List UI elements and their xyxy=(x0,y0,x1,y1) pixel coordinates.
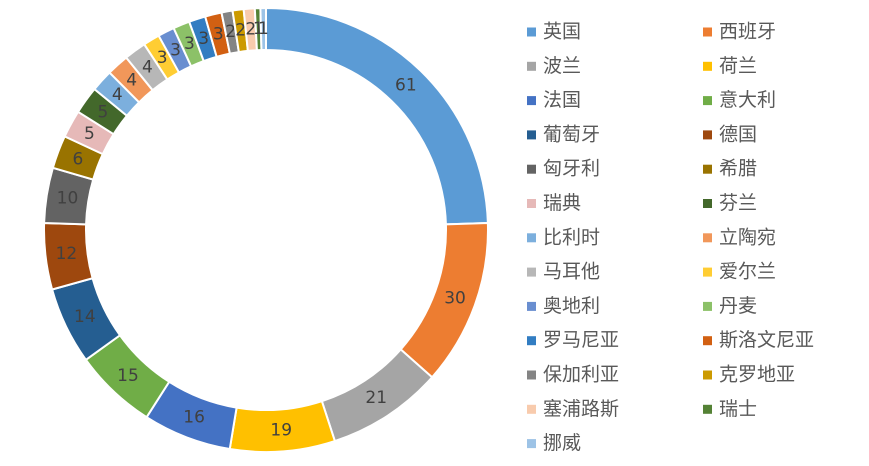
data-label: 3 xyxy=(184,34,195,54)
data-label: 1 xyxy=(253,19,264,39)
legend-label: 立陶宛 xyxy=(719,226,776,248)
legend-swatch xyxy=(703,164,712,174)
legend-label: 匈牙利 xyxy=(543,158,600,180)
data-label: 5 xyxy=(98,102,109,122)
legend-swatch xyxy=(703,301,712,311)
legend-swatch xyxy=(703,267,712,277)
legend-swatch xyxy=(703,96,712,106)
legend-swatch xyxy=(527,199,536,208)
legend-swatch xyxy=(703,130,712,140)
legend-swatch xyxy=(703,61,712,71)
legend-swatch xyxy=(527,233,536,243)
legend-swatch xyxy=(527,164,536,174)
legend-label: 意大利 xyxy=(719,89,776,111)
data-label: 21 xyxy=(365,388,387,408)
legend-label: 西班牙 xyxy=(719,21,776,43)
data-label: 61 xyxy=(395,76,417,96)
legend-label: 瑞典 xyxy=(543,192,581,214)
legend-swatch xyxy=(703,404,712,414)
legend-label: 克罗地亚 xyxy=(719,364,795,386)
data-label: 14 xyxy=(74,307,96,327)
data-label: 2 xyxy=(225,22,236,42)
legend-swatch xyxy=(527,27,536,37)
legend-label: 英国 xyxy=(543,21,581,43)
data-label: 3 xyxy=(213,25,224,45)
legend-label: 塞浦路斯 xyxy=(543,398,619,420)
legend-label: 葡萄牙 xyxy=(543,123,600,145)
legend-label: 斯洛文尼亚 xyxy=(719,329,814,351)
legend-swatch xyxy=(703,199,712,208)
slice xyxy=(265,6,489,226)
legend-swatch xyxy=(527,267,536,277)
legend-label: 比利时 xyxy=(543,226,600,248)
data-label: 3 xyxy=(198,29,209,49)
data-label: 4 xyxy=(142,58,153,78)
data-label: 12 xyxy=(56,244,78,264)
legend-label: 马耳他 xyxy=(543,261,600,283)
legend-swatch xyxy=(703,27,712,37)
legend-label: 瑞士 xyxy=(719,398,757,420)
data-label: 2 xyxy=(235,21,246,41)
legend-label: 奥地利 xyxy=(543,295,600,317)
legend-swatch xyxy=(703,233,712,243)
data-label: 16 xyxy=(183,408,205,428)
legend-swatch xyxy=(527,439,536,449)
data-label: 3 xyxy=(170,41,181,61)
legend-swatch xyxy=(527,61,536,71)
legend-label: 德国 xyxy=(719,123,757,145)
data-label: 3 xyxy=(157,48,168,68)
data-label: 4 xyxy=(112,85,123,105)
legend-label: 法国 xyxy=(543,89,581,111)
legend-swatch xyxy=(527,96,536,106)
legend-label: 芬兰 xyxy=(719,192,757,214)
data-label: 30 xyxy=(444,288,466,308)
data-label: 6 xyxy=(72,149,83,169)
legend-label: 挪威 xyxy=(543,432,581,454)
legend-swatch xyxy=(527,370,536,380)
legend-label: 爱尔兰 xyxy=(719,261,776,283)
legend-swatch xyxy=(703,370,712,380)
data-label: 10 xyxy=(57,188,79,208)
legend-swatch xyxy=(527,130,536,140)
legend-swatch xyxy=(527,336,536,346)
data-label: 2 xyxy=(245,20,256,40)
legend-label: 波兰 xyxy=(543,55,581,77)
data-label: 1 xyxy=(258,19,269,39)
legend-label: 保加利亚 xyxy=(543,364,619,386)
data-label: 15 xyxy=(117,366,139,386)
legend-swatch xyxy=(703,336,712,346)
legend-swatch xyxy=(527,404,536,414)
legend-label: 罗马尼亚 xyxy=(543,329,619,351)
data-label: 19 xyxy=(270,420,292,440)
legend-label: 荷兰 xyxy=(719,55,757,77)
slice xyxy=(259,6,267,52)
legend-label: 希腊 xyxy=(719,158,757,180)
legend-label: 丹麦 xyxy=(719,295,757,317)
legend-swatch xyxy=(527,301,536,311)
data-label: 4 xyxy=(126,70,137,90)
data-label: 5 xyxy=(84,124,95,144)
